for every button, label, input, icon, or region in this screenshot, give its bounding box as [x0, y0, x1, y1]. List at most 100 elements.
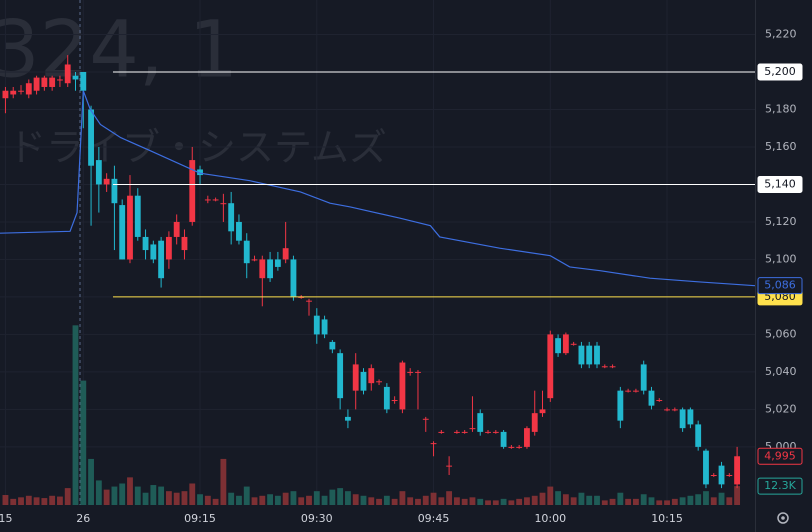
price-line-label: 5,200 [764, 65, 796, 78]
candle-body [539, 409, 546, 414]
x-tick-label: 15 [0, 512, 12, 525]
candle-body [18, 90, 24, 92]
volume-bar [368, 497, 375, 505]
last-volume-label: 12.3K [764, 479, 796, 492]
volume-bar [313, 491, 320, 505]
candle-body [236, 221, 242, 241]
x-tick-label: 10:15 [651, 512, 683, 525]
volume-bar [703, 491, 709, 505]
candle-body [555, 338, 561, 354]
candle-body [477, 413, 484, 432]
volume-bar [446, 491, 453, 505]
volume-bar [485, 500, 491, 505]
candle-body [80, 71, 87, 91]
candle-body [181, 236, 188, 251]
volume-bar [243, 486, 250, 505]
candle-body [337, 353, 344, 399]
candle-body [282, 248, 289, 260]
candle-body [687, 409, 694, 425]
volume-bar [329, 489, 336, 505]
candle-body [415, 371, 421, 373]
volume-bar [72, 325, 79, 505]
volume-bar [656, 500, 663, 505]
volume-bar [492, 500, 499, 505]
volume-bar [88, 458, 94, 505]
candle-body [718, 465, 725, 485]
volume-bar [539, 492, 546, 505]
volume-bar [220, 458, 227, 505]
volume-bar [204, 495, 211, 505]
last-price-label: 4,995 [764, 449, 796, 462]
volume-bar [49, 495, 56, 505]
volume-bar [33, 497, 40, 505]
y-tick-label: 5,160 [765, 140, 797, 153]
candle-body [158, 240, 165, 279]
candle-body [41, 77, 48, 87]
volume-bar [726, 497, 733, 505]
volume-bar [617, 492, 624, 505]
volume-bar [609, 498, 616, 505]
candle-body [734, 456, 741, 485]
candle-body [671, 409, 678, 411]
candle-body [407, 371, 414, 373]
volume-bar [360, 495, 367, 505]
candle-body [142, 236, 149, 251]
candle-body [33, 77, 40, 91]
candle-body [726, 475, 733, 477]
watermark-symbol: 324, 1 [0, 5, 238, 95]
volume-bar [274, 495, 281, 505]
candle-body [220, 203, 227, 205]
volume-bar [321, 495, 328, 505]
candle-body [438, 431, 445, 433]
volume-bar [228, 492, 235, 505]
candle-body [656, 400, 663, 402]
x-tick-label: 09:15 [184, 512, 216, 525]
candle-body [508, 446, 515, 448]
y-tick-label: 5,040 [765, 365, 797, 378]
candle-body [485, 431, 491, 433]
volume-bar [111, 486, 118, 505]
volume-bar [165, 491, 172, 505]
candle-body [640, 364, 647, 391]
vwap-label: 5,086 [764, 279, 796, 292]
volume-bar [477, 498, 484, 505]
candle-body [547, 334, 554, 399]
volume-bar [282, 492, 289, 505]
volume-bar [516, 498, 523, 505]
candle-body [446, 465, 453, 467]
volume-bar [671, 498, 678, 505]
candle-body [531, 413, 538, 432]
last-volume-box [757, 477, 803, 495]
volume-bar [173, 492, 180, 505]
volume-bar [2, 495, 9, 505]
candle-body [368, 368, 375, 384]
candle-body [313, 315, 320, 335]
volume-bar [236, 495, 242, 505]
candle-body [345, 416, 351, 421]
volume-bar [80, 380, 87, 505]
y-tick-label: 5,020 [765, 402, 797, 415]
candle-body [57, 79, 63, 81]
candle-body [127, 195, 133, 260]
candle-body [251, 259, 258, 261]
volume-bar [41, 498, 48, 505]
volume-bar [625, 498, 632, 505]
volume-bar [601, 500, 608, 505]
last-price-box [757, 447, 803, 465]
volume-bar [259, 495, 266, 505]
volume-bar [189, 483, 196, 505]
price-line-box [757, 63, 803, 81]
settings-button[interactable] [777, 512, 789, 524]
x-tick-label: 09:30 [301, 512, 333, 525]
volume-bar [212, 498, 219, 505]
candle-body [516, 446, 523, 448]
volume-bar [251, 497, 258, 505]
candle-body [49, 77, 56, 87]
volume-bar [415, 498, 421, 505]
volume-bar [687, 495, 694, 505]
candle-body [119, 205, 126, 260]
volume-bar [64, 488, 71, 505]
candle-body [134, 195, 141, 237]
